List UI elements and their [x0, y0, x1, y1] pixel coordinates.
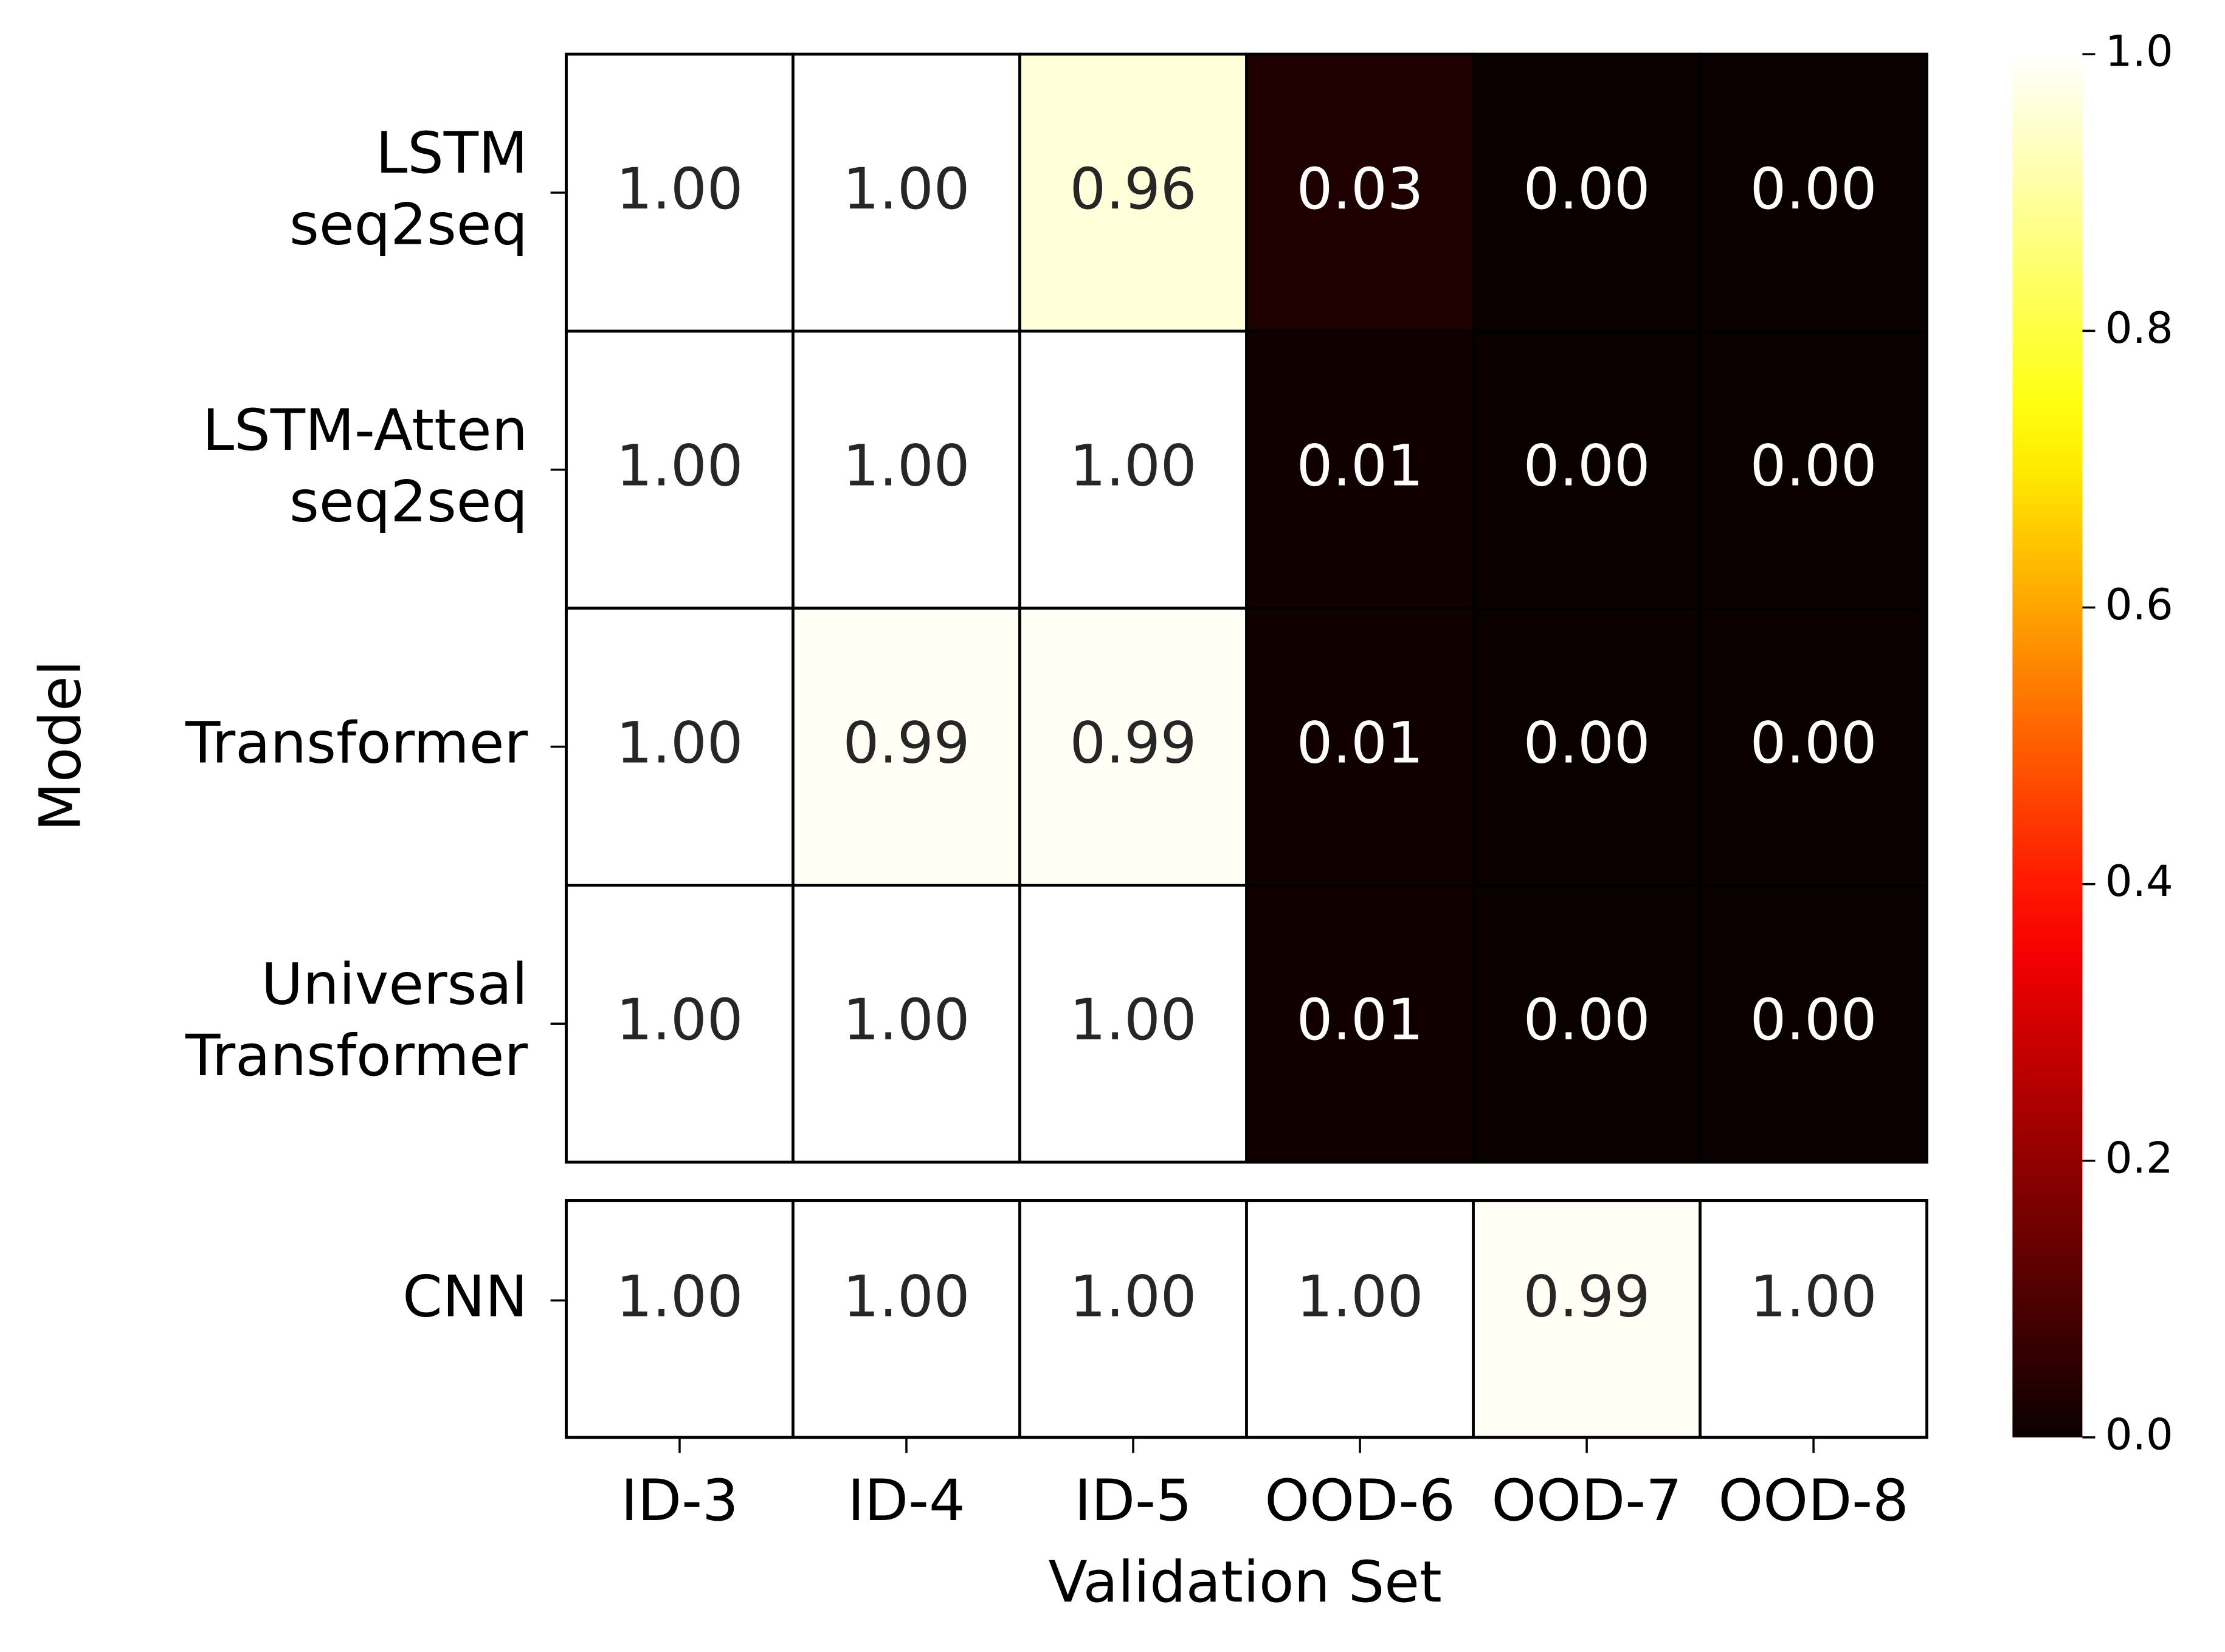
- heat-cell: [792, 329, 1021, 610]
- colorbar-tick-label: 1.0: [2105, 27, 2173, 77]
- x-tick-label: OOD-7: [1491, 1468, 1682, 1534]
- heat-cell: [792, 884, 1021, 1164]
- heat-cell: [1699, 52, 1928, 333]
- cell-label: 1.00: [843, 1264, 970, 1330]
- cell-label: 0.01: [1297, 710, 1424, 776]
- colorbar-tick-label: 0.2: [2105, 1133, 2173, 1183]
- heat-cell: [1699, 607, 1928, 887]
- cell-label: 0.00: [1750, 987, 1877, 1053]
- colorbar-tick-label: 0.0: [2105, 1409, 2173, 1459]
- y-tick-label: Universal: [261, 951, 528, 1017]
- colorbar-tick-label: 0.8: [2105, 303, 2173, 353]
- cell-label: 0.00: [1523, 987, 1651, 1053]
- heat-cell: [565, 52, 795, 333]
- cell-label: 1.00: [1070, 1264, 1197, 1330]
- cell-label: 0.01: [1297, 433, 1424, 500]
- y-tick-label: LSTM: [376, 120, 528, 187]
- cell-label: 0.00: [1750, 156, 1877, 222]
- cell-label: 0.03: [1297, 156, 1424, 222]
- panel-frame: [565, 1199, 1928, 1439]
- y-tick-label: seq2seq: [289, 469, 528, 535]
- heat-cell: [1472, 329, 1702, 610]
- y-tick-label: Transformer: [185, 710, 528, 776]
- heat-cell: [1018, 607, 1248, 887]
- cell-label: 0.99: [843, 710, 970, 776]
- cell-label: 1.00: [1070, 987, 1197, 1053]
- heat-cell: [565, 607, 795, 887]
- y-tick-label: LSTM-Atten: [202, 398, 528, 464]
- heat-cell: [1699, 884, 1928, 1164]
- cell-label: 0.00: [1523, 156, 1651, 222]
- cell-label: 0.01: [1297, 987, 1424, 1053]
- cell-label: 1.00: [1297, 1264, 1424, 1330]
- heat-cell: [1245, 607, 1475, 887]
- cell-label: 1.00: [616, 1264, 743, 1330]
- colorbar: [2012, 54, 2083, 1437]
- x-tick-label: ID-3: [621, 1468, 738, 1534]
- cell-label: 0.00: [1750, 710, 1877, 776]
- heat-cell: [1245, 884, 1475, 1164]
- cell-label: 1.00: [1070, 433, 1197, 500]
- cell-label: 0.00: [1750, 433, 1877, 500]
- cell-label: 1.00: [843, 156, 970, 222]
- heat-cell: [565, 884, 795, 1164]
- heat-cell: [1472, 607, 1702, 887]
- cell-label: 0.99: [1070, 710, 1197, 776]
- cell-label: 1.00: [616, 987, 743, 1053]
- cell-label: 1.00: [616, 710, 743, 776]
- cell-label: 0.00: [1523, 433, 1651, 500]
- x-tick-label: OOD-6: [1264, 1468, 1455, 1534]
- heat-cell: [1018, 1199, 1248, 1439]
- y-axis-label: Model: [27, 660, 94, 831]
- cell-label: 0.96: [1070, 156, 1197, 222]
- heat-cell: [1472, 52, 1702, 333]
- panel-frame: [565, 52, 1928, 1164]
- heat-cell: [1472, 884, 1702, 1164]
- heat-cell: [1245, 1199, 1475, 1439]
- heat-cell: [792, 1199, 1021, 1439]
- heat-cell: [792, 607, 1021, 887]
- x-axis-label: Validation Set: [1049, 1549, 1442, 1616]
- cell-label: 1.00: [843, 987, 970, 1053]
- heat-cell: [1245, 52, 1475, 333]
- cell-label: 0.99: [1523, 1264, 1651, 1330]
- heat-cell: [1245, 329, 1475, 610]
- cell-label: 1.00: [616, 433, 743, 500]
- x-tick-label: OOD-8: [1718, 1468, 1909, 1534]
- heat-cell: [565, 1199, 795, 1439]
- y-tick-label: CNN: [402, 1264, 528, 1330]
- heat-cell: [1699, 329, 1928, 610]
- x-tick-label: ID-4: [847, 1468, 965, 1534]
- colorbar-tick-label: 0.6: [2105, 580, 2173, 630]
- cell-label: 1.00: [843, 433, 970, 500]
- x-tick-label: ID-5: [1074, 1468, 1192, 1534]
- colorbar-tick-label: 0.4: [2105, 856, 2173, 906]
- y-tick-label: seq2seq: [289, 192, 528, 258]
- cell-label: 0.00: [1523, 710, 1651, 776]
- heat-cell: [792, 52, 1021, 333]
- heat-cell: [1018, 884, 1248, 1164]
- cell-label: 1.00: [1750, 1264, 1877, 1330]
- y-tick-label: Transformer: [185, 1023, 528, 1089]
- cell-label: 1.00: [616, 156, 743, 222]
- heat-cell: [1018, 329, 1248, 610]
